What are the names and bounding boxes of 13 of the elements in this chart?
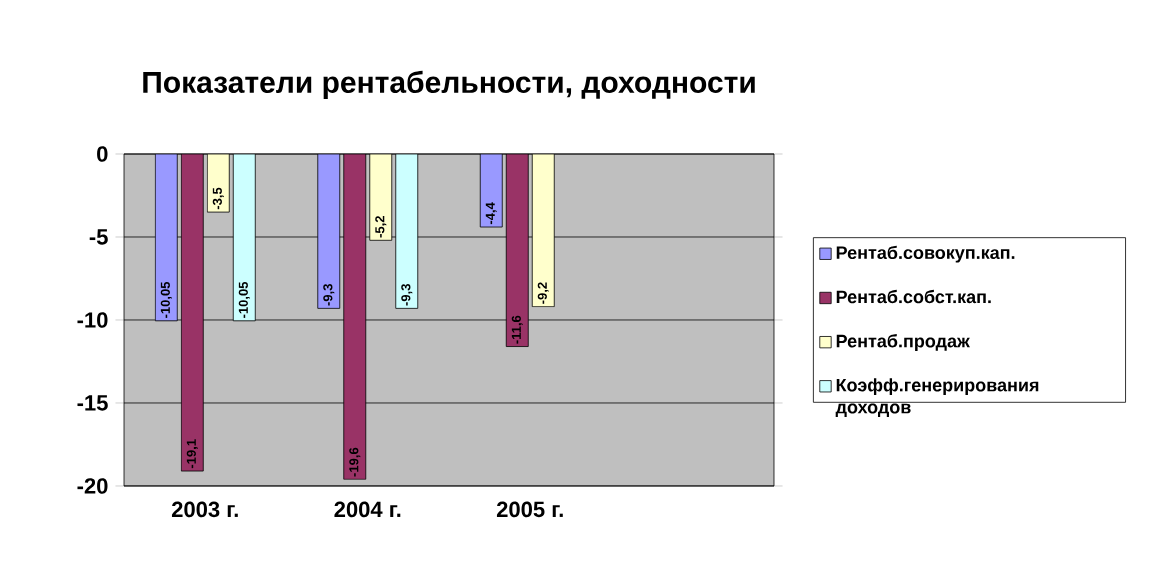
y-tick-label: -20 [77,478,108,494]
legend-label: Рентаб.продаж [836,334,970,351]
x-tick-label: 2004 г. [334,501,401,518]
x-tick-label: 2003 г. [171,501,238,518]
legend-label: Коэфф.генерирования доходов [835,378,1039,417]
y-tick-label: -10 [77,312,108,328]
legend-label: Рентаб.совокуп.кап. [836,245,1015,263]
y-tick-label: -5 [89,229,108,245]
y-tick-label: -15 [77,395,108,411]
chart-title: Показатели рентабельности, доходности [143,70,755,99]
x-tick-label: 2005 г. [496,501,563,518]
y-tick-label: 0 [97,146,108,162]
legend-label: Рентаб.собст.кап. [836,289,991,304]
